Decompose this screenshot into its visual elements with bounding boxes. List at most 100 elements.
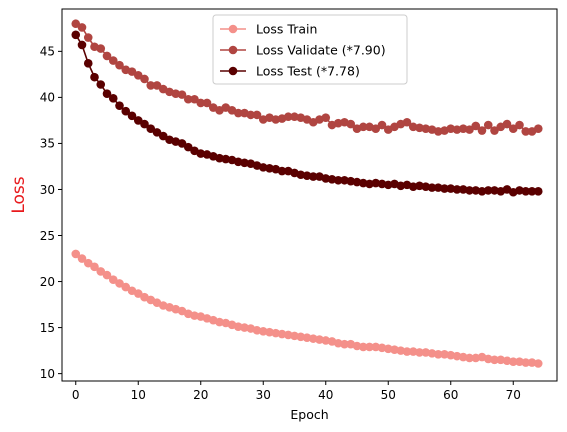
legend-entry: Loss Test (*7.78) xyxy=(220,64,360,79)
legend-label: Loss Validate (*7.90) xyxy=(256,43,386,58)
data-point xyxy=(533,359,543,368)
data-point xyxy=(252,110,262,120)
data-point xyxy=(521,358,531,367)
data-point xyxy=(340,339,349,349)
data-point xyxy=(533,187,543,196)
series-2 xyxy=(71,19,543,136)
data-point xyxy=(490,355,499,365)
legend-label: Loss Train xyxy=(256,22,317,37)
data-point xyxy=(102,89,112,99)
data-point xyxy=(196,98,206,108)
data-point xyxy=(477,126,487,135)
data-point xyxy=(508,124,518,134)
data-point xyxy=(365,342,374,352)
data-point xyxy=(502,119,512,129)
data-point xyxy=(277,166,287,176)
data-point xyxy=(140,119,149,129)
legend: Loss Train Loss Validate (*7.90) Loss Test… xyxy=(212,14,408,85)
x-tick-label: 10 xyxy=(131,388,146,402)
data-point xyxy=(127,67,137,76)
x-tick-label: 0 xyxy=(72,388,80,402)
y-tick-label: 15 xyxy=(40,321,55,335)
series-layer xyxy=(71,19,543,368)
data-point xyxy=(283,112,293,122)
data-point xyxy=(77,40,87,50)
x-tick-label: 20 xyxy=(193,388,208,402)
data-point xyxy=(102,51,112,61)
series-1 xyxy=(71,249,543,368)
data-point xyxy=(177,139,187,148)
series-line xyxy=(75,253,539,365)
data-point xyxy=(121,106,131,116)
data-point xyxy=(402,117,412,127)
data-point xyxy=(96,80,106,89)
data-point xyxy=(71,30,81,40)
data-point xyxy=(427,183,437,192)
data-point xyxy=(158,131,168,141)
data-point xyxy=(515,120,524,130)
data-point xyxy=(127,111,137,121)
x-tick-label: 60 xyxy=(443,388,458,402)
x-axis: 0 10 20 30 40 50 60 70 xyxy=(72,381,521,402)
y-tick-label: 20 xyxy=(40,275,55,289)
data-point xyxy=(402,347,412,356)
series-3 xyxy=(71,30,543,197)
y-tick-label: 30 xyxy=(40,183,55,197)
data-point xyxy=(233,108,243,118)
y-tick-label: 45 xyxy=(40,45,55,59)
data-point xyxy=(115,60,124,70)
legend-box xyxy=(212,14,408,85)
data-point xyxy=(96,267,106,276)
data-point xyxy=(533,124,543,134)
data-point xyxy=(321,113,331,122)
x-axis-label: Epoch xyxy=(290,407,328,422)
data-point xyxy=(71,19,81,29)
data-point xyxy=(90,262,99,272)
data-point xyxy=(490,126,499,135)
data-point xyxy=(108,275,118,285)
data-point xyxy=(465,186,474,195)
data-point xyxy=(77,23,87,32)
legend-marker xyxy=(228,66,238,76)
data-point xyxy=(152,81,162,90)
data-point xyxy=(183,142,193,152)
legend-marker xyxy=(228,24,238,34)
x-tick-label: 40 xyxy=(318,388,333,402)
x-tick-label: 70 xyxy=(506,388,521,402)
data-point xyxy=(133,116,143,125)
y-axis-label: Loss xyxy=(9,176,29,213)
legend-entry: Loss Train xyxy=(220,22,317,37)
data-point xyxy=(483,120,493,130)
y-tick-label: 10 xyxy=(40,367,55,381)
data-point xyxy=(146,124,156,134)
data-point xyxy=(183,94,193,104)
data-point xyxy=(471,121,481,131)
data-point xyxy=(358,342,368,352)
data-point xyxy=(96,44,106,53)
data-point xyxy=(152,128,162,137)
data-point xyxy=(465,125,474,134)
data-point xyxy=(83,59,93,68)
data-point xyxy=(358,122,368,132)
data-point xyxy=(108,94,118,103)
data-point xyxy=(108,56,118,65)
data-point xyxy=(465,353,474,363)
data-point xyxy=(115,101,124,110)
data-point xyxy=(83,33,93,42)
data-point xyxy=(377,120,387,130)
data-point xyxy=(190,94,199,104)
y-axis: 10 15 20 25 30 35 40 45 xyxy=(40,45,62,381)
plot-frame xyxy=(61,8,558,382)
data-point xyxy=(440,184,449,193)
data-point xyxy=(146,81,156,90)
y-tick-label: 40 xyxy=(40,91,55,105)
data-point xyxy=(133,70,143,80)
data-point xyxy=(90,72,99,82)
data-point xyxy=(202,98,212,108)
data-point xyxy=(371,124,381,134)
y-tick-label: 25 xyxy=(40,229,55,243)
x-tick-label: 30 xyxy=(256,388,271,402)
data-point xyxy=(346,119,356,129)
data-point xyxy=(77,254,87,263)
